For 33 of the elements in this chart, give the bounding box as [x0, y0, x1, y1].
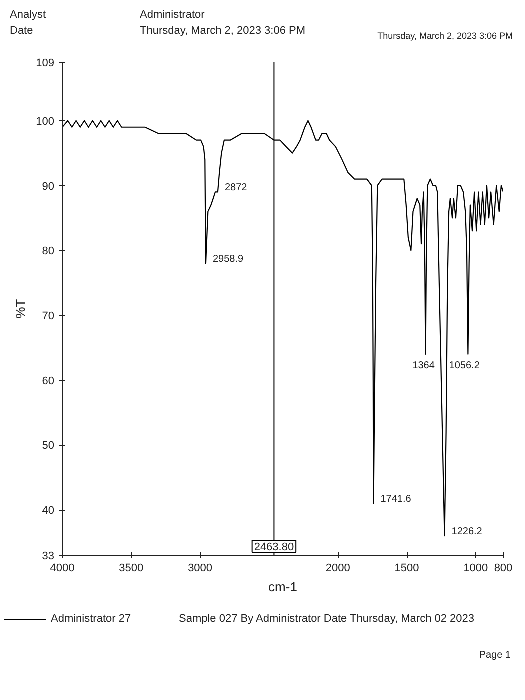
text: Administrator [140, 8, 205, 23]
x-tick-label: 3000 [188, 562, 213, 574]
text: Thursday, March 2, 2023 3:06 PM [140, 24, 306, 39]
y-axis-title: %T [13, 299, 28, 319]
y-tick-label: 60 [42, 375, 55, 388]
annotation: 2958.9 [212, 254, 244, 266]
y-tick-label: 100 [36, 116, 55, 128]
y-tick-label: 90 [42, 180, 55, 193]
x-tick-label: 1500 [394, 562, 420, 574]
annotation: 1226.2 [452, 526, 483, 538]
text: Page 1 [479, 649, 511, 663]
annotation: 2872 [224, 182, 248, 194]
ref-line-label: 2463.80 [254, 542, 294, 554]
text: Thursday, March 2, 2023 3:06 PM [378, 30, 513, 43]
y-tick-label: 40 [42, 505, 55, 518]
y-tick-label: 80 [42, 246, 55, 258]
x-tick-label: 800 [494, 562, 513, 574]
x-tick-label: 1000 [464, 562, 488, 574]
text: Analyst [10, 8, 46, 23]
legend-label: Administrator 27 [51, 613, 132, 625]
y-tick-label: 33 [42, 550, 55, 562]
y-tick-label: 70 [42, 310, 55, 322]
y-tick-label: 50 [42, 440, 55, 452]
annotation: 1741.6 [380, 494, 412, 506]
annotation: 1056.2 [449, 360, 480, 372]
x-tick-label: 4000 [50, 562, 75, 574]
y-tick-label: 109 [36, 58, 55, 70]
x-tick-label: 2000 [326, 562, 350, 574]
annotation: 1364 [412, 360, 436, 372]
x-axis-title: cm-1 [268, 580, 298, 594]
text: Sample 027 By Administrator Date Thursday, March 02 2023 [179, 612, 475, 627]
x-tick-label: 3500 [119, 562, 144, 574]
text: Date [10, 24, 34, 39]
